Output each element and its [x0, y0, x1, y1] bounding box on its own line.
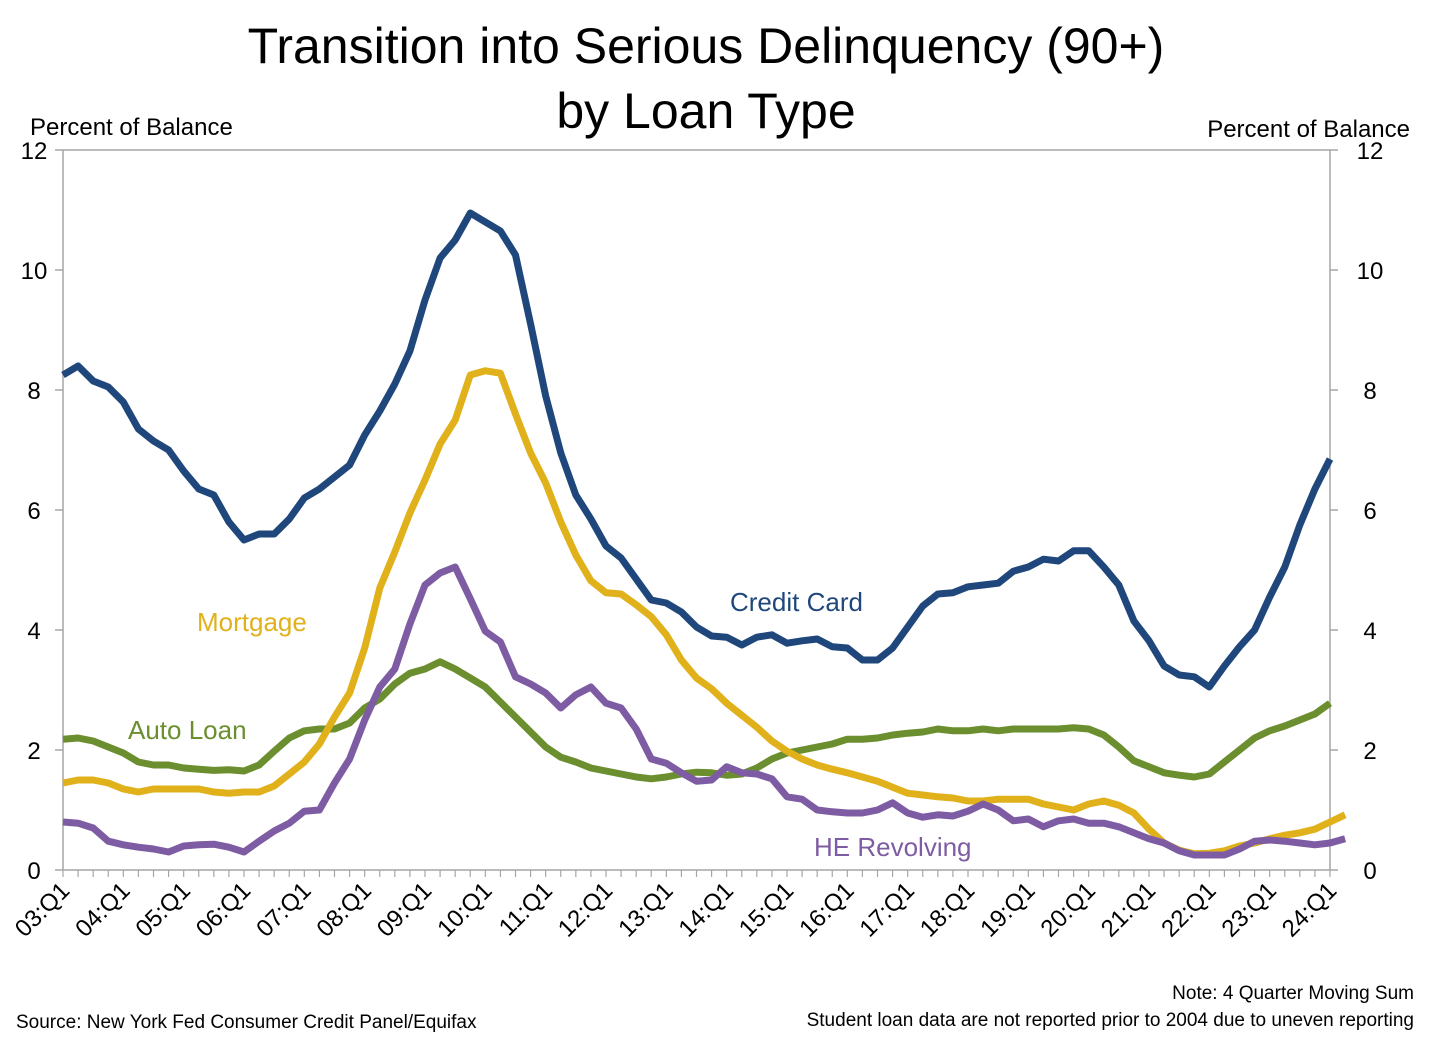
- y-tick-label-right: 4: [1363, 618, 1376, 645]
- series-label-credit-card: Credit Card: [730, 587, 863, 617]
- series-line-he-revolving: [62, 563, 1347, 859]
- x-tick-label: 08:Q1: [312, 877, 377, 942]
- x-tick-label: 10:Q1: [432, 877, 497, 942]
- x-tick-label: 04:Q1: [70, 877, 135, 942]
- x-tick-label: 15:Q1: [734, 877, 799, 942]
- source-note: Source: New York Fed Consumer Credit Pan…: [16, 1012, 477, 1033]
- y-axis-ticks: 0 0 2 2 4 4 6 6 8 8 10 10 12 12: [21, 138, 1384, 885]
- y-tick-label-left: 12: [21, 138, 48, 165]
- x-tick-label: 18:Q1: [915, 877, 980, 942]
- x-tick-label: 21:Q1: [1096, 877, 1161, 942]
- x-tick-label: 13:Q1: [613, 877, 678, 942]
- chart-title-line2: by Loan Type: [556, 83, 855, 139]
- x-tick-label: 23:Q1: [1217, 877, 1282, 942]
- y-tick-label-right: 8: [1363, 378, 1376, 405]
- x-tick-label: 06:Q1: [191, 877, 256, 942]
- x-axis-tick-labels: 03:Q104:Q105:Q106:Q107:Q108:Q109:Q110:Q1…: [10, 877, 1342, 942]
- series-label-mortgage: Mortgage: [197, 607, 307, 637]
- y-axis-label-left: Percent of Balance: [30, 114, 233, 141]
- series-line-auto-loan: [62, 658, 1333, 783]
- x-tick-label: 24:Q1: [1277, 877, 1342, 942]
- y-tick-label-right: 2: [1363, 738, 1376, 765]
- y-tick-label-right: 6: [1363, 498, 1376, 525]
- series-line-credit-card: [61, 209, 1334, 691]
- y-axis-label-right: Percent of Balance: [1207, 116, 1410, 143]
- y-tick-label-left: 6: [27, 498, 40, 525]
- x-tick-label: 22:Q1: [1156, 877, 1221, 942]
- x-tick-label: 19:Q1: [975, 877, 1040, 942]
- y-tick-label-right: 12: [1357, 138, 1384, 165]
- series-lines: [61, 209, 1347, 859]
- y-tick-label-left: 8: [27, 378, 40, 405]
- y-tick-label-left: 4: [27, 618, 40, 645]
- x-tick-label: 14:Q1: [674, 877, 739, 942]
- x-tick-label: 20:Q1: [1036, 877, 1101, 942]
- series-line-mortgage: [62, 367, 1347, 858]
- moving-sum-note: Note: 4 Quarter Moving Sum: [1172, 983, 1414, 1004]
- y-tick-label-left: 0: [27, 858, 40, 885]
- x-tick-label: 09:Q1: [372, 877, 437, 942]
- y-tick-label-right: 10: [1357, 258, 1384, 285]
- chart-title-line1: Transition into Serious Delinquency (90+…: [248, 18, 1165, 74]
- y-tick-label-left: 2: [27, 738, 40, 765]
- student-loan-note: Student loan data are not reported prior…: [807, 1010, 1414, 1031]
- series-label-he-revolving: HE Revolving: [814, 832, 972, 862]
- x-tick-label: 03:Q1: [10, 877, 75, 942]
- x-tick-label: 17:Q1: [855, 877, 920, 942]
- x-tick-label: 07:Q1: [251, 877, 316, 942]
- x-tick-label: 05:Q1: [131, 877, 196, 942]
- x-tick-label: 12:Q1: [553, 877, 618, 942]
- series-label-auto-loan: Auto Loan: [128, 715, 247, 745]
- y-tick-label-left: 10: [21, 258, 48, 285]
- x-tick-label: 11:Q1: [494, 877, 558, 941]
- y-tick-label-right: 0: [1363, 858, 1376, 885]
- x-tick-label: 16:Q1: [794, 877, 859, 942]
- x-axis-ticks: [62, 870, 1331, 877]
